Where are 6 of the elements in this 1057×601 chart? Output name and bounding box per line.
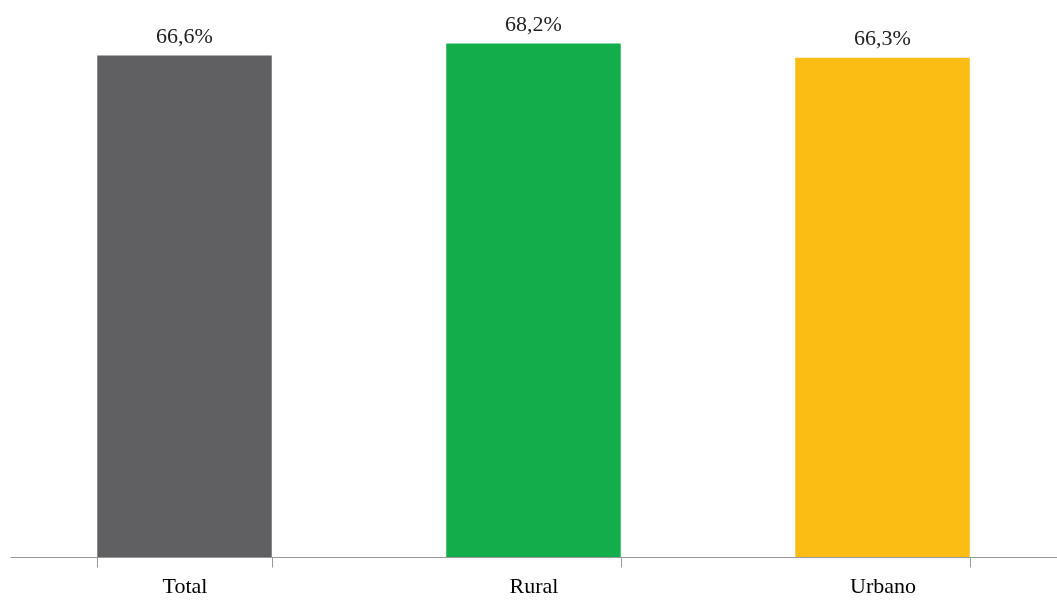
data-label: 66,6% [156, 22, 213, 48]
x-tick-label: Urbano [850, 572, 916, 598]
data-label: 66,3% [854, 24, 911, 50]
x-tick-label: Total [162, 572, 208, 598]
data-label: 68,2% [505, 10, 562, 36]
x-tick-label: Rural [509, 572, 559, 598]
